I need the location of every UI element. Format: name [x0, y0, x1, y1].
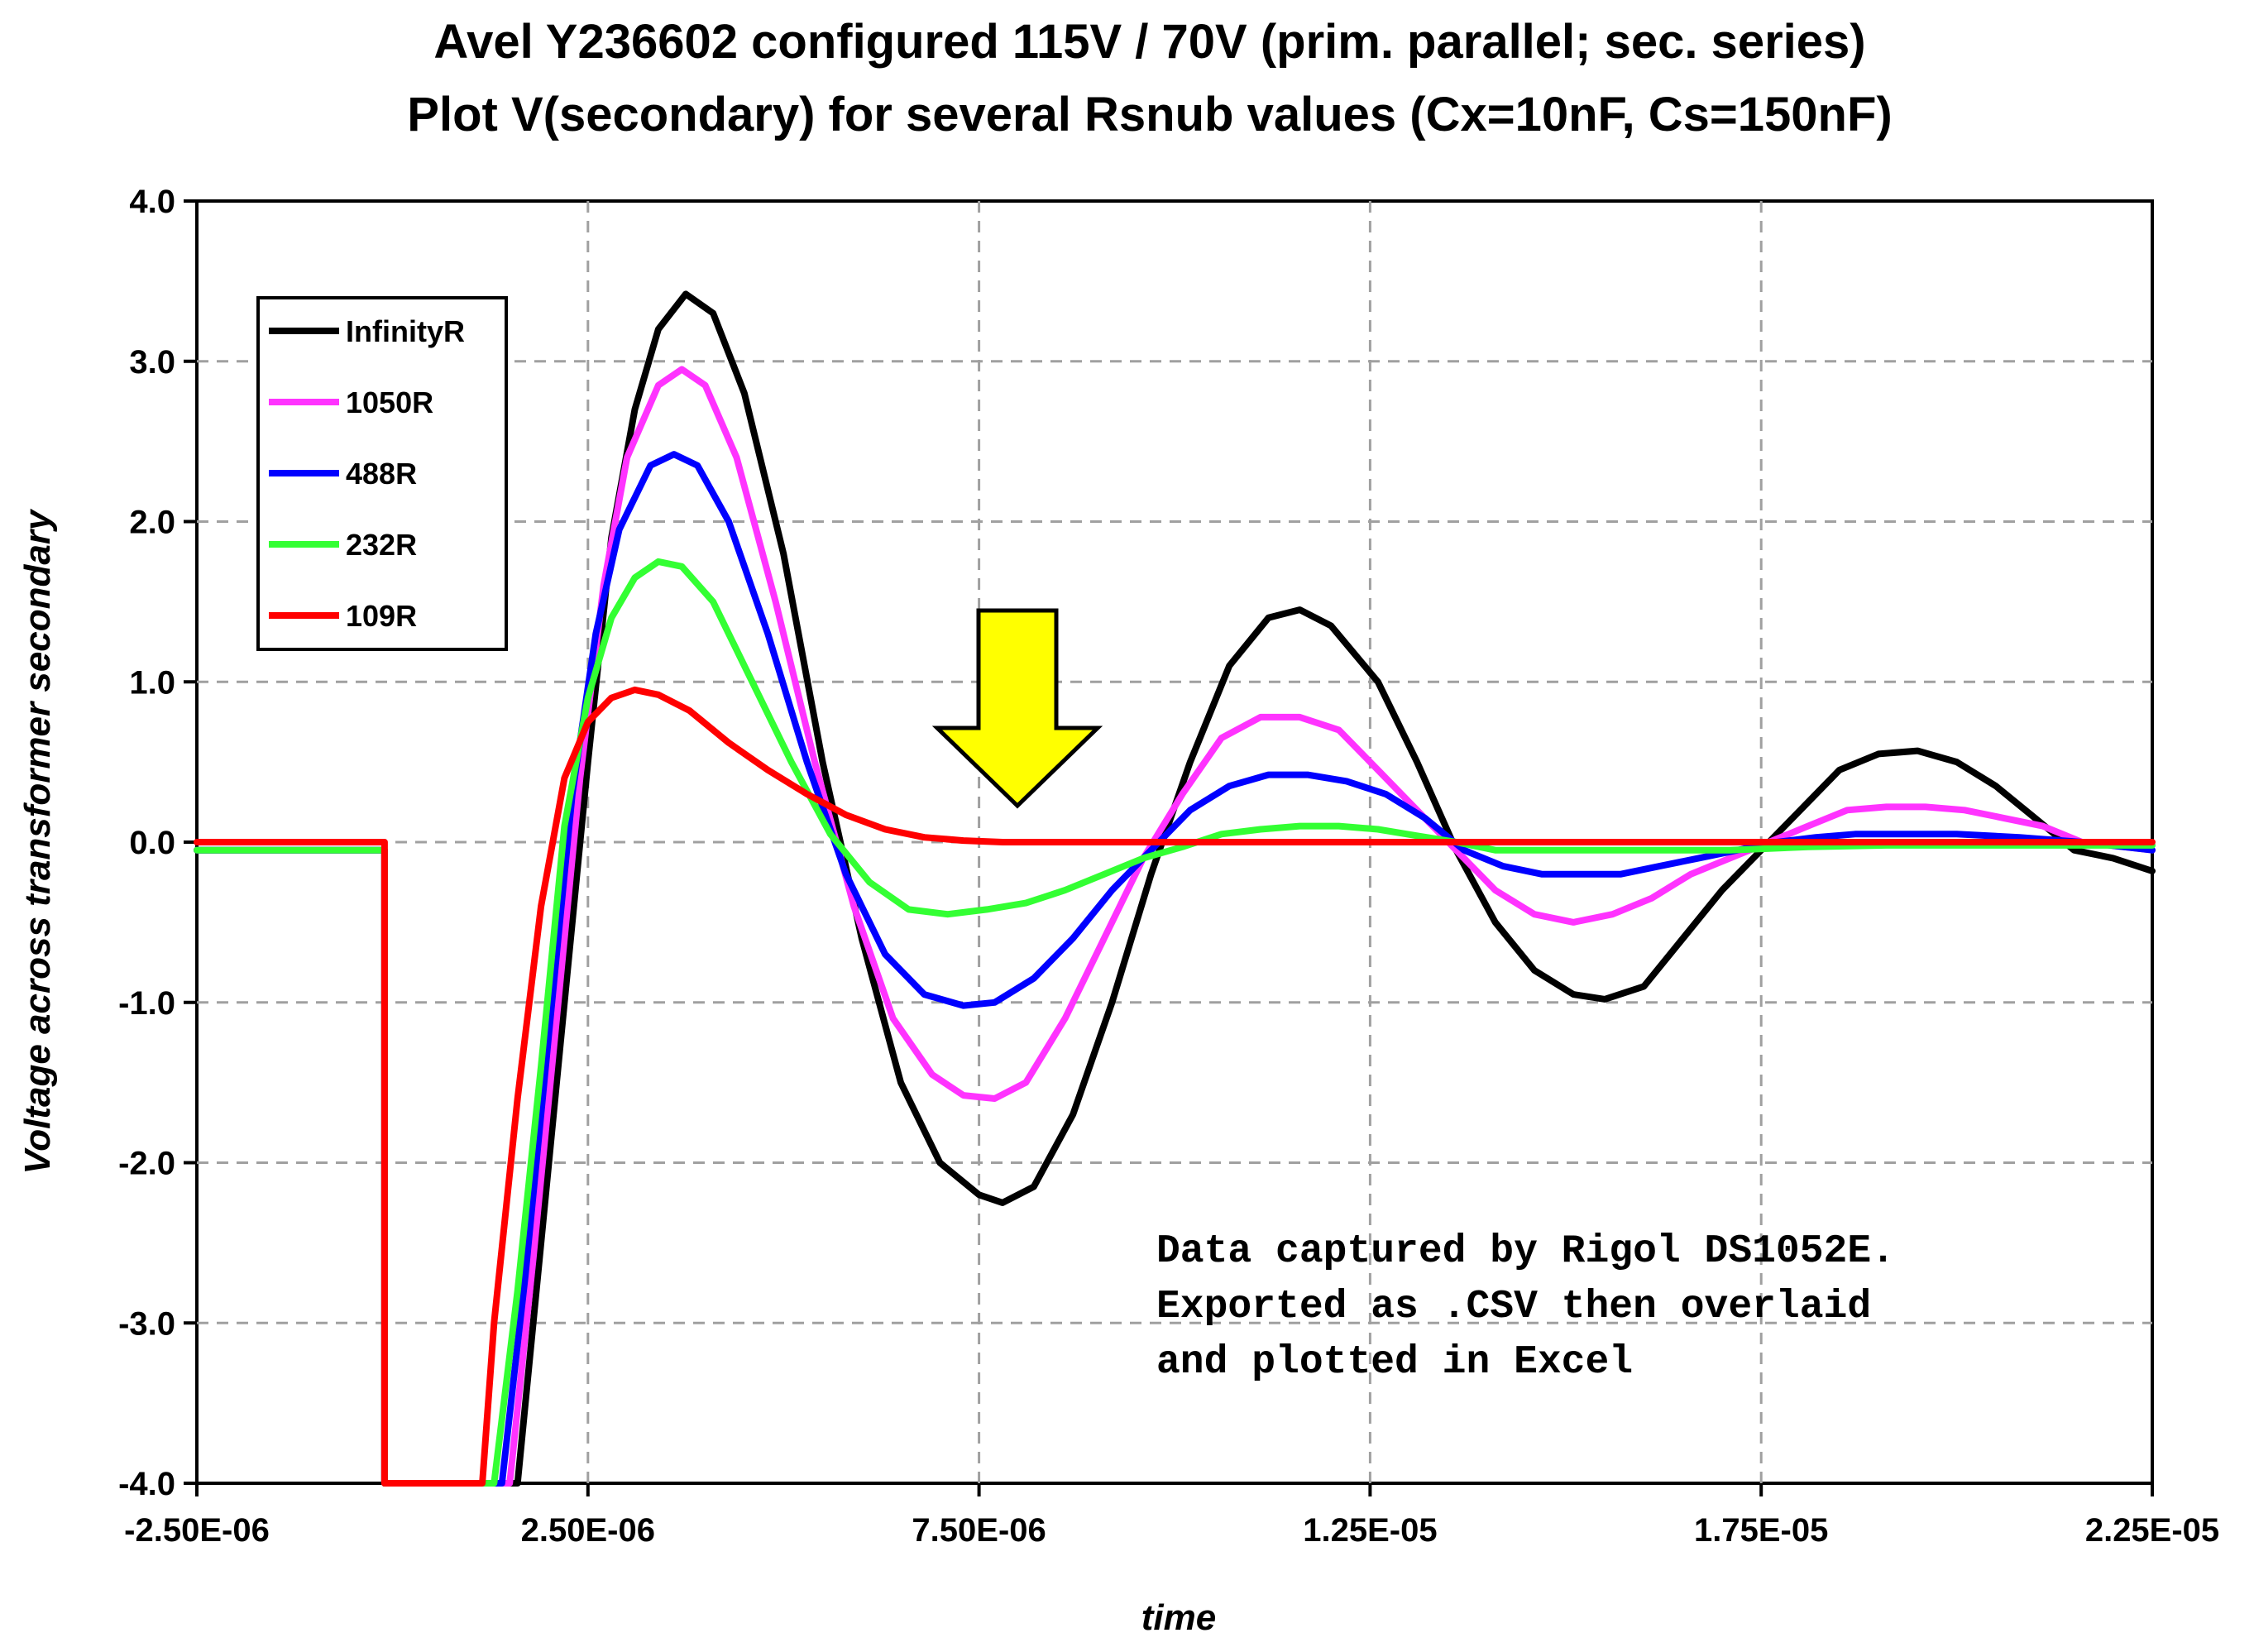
x-tick-label: 2.50E-06 — [521, 1512, 655, 1549]
y-tick-label: 3.0 — [129, 344, 175, 381]
y-tick-label: 4.0 — [129, 184, 175, 220]
y-axis-title: Voltage across transformer secondary — [17, 508, 58, 1174]
x-tick-label: 1.25E-05 — [1303, 1512, 1437, 1549]
legend-label-232r: 232R — [346, 528, 417, 562]
y-tick-label: -1.0 — [118, 985, 175, 1022]
legend-label-488r: 488R — [346, 457, 417, 491]
y-tick-label: -3.0 — [118, 1305, 175, 1342]
chart-subtitle: Plot V(secondary) for several Rsnub valu… — [407, 88, 1892, 141]
x-tick-label: -2.50E-06 — [124, 1512, 270, 1549]
y-tick-label: 1.0 — [129, 664, 175, 701]
note-line-2: Exported as .CSV then overlaid — [1156, 1285, 1871, 1329]
yellow-down-arrow — [931, 608, 1103, 809]
y-tick-label: -2.0 — [118, 1146, 175, 1182]
y-tick-label: -4.0 — [118, 1466, 175, 1502]
chart-title: Avel Y236602 configured 115V / 70V (prim… — [433, 15, 1865, 69]
series-line-109r — [194, 686, 2156, 1487]
legend-label-1050r: 1050R — [346, 385, 433, 419]
legend: InfinityR 1050R 488R 232R 109R — [256, 296, 508, 651]
x-tick-label: 1.75E-05 — [1694, 1512, 1828, 1549]
legend-label-109r: 109R — [346, 599, 417, 633]
x-tick-label: 2.25E-05 — [2085, 1512, 2219, 1549]
x-tick-labels: -2.50E-06 2.50E-06 7.50E-06 1.25E-05 1.75E-0… — [124, 1512, 2219, 1549]
y-tick-label: 2.0 — [129, 505, 175, 541]
y-tick-labels: 4.0 3.0 2.0 1.0 0.0 -1.0 -2.0 -3.0 -4.0 — [118, 184, 175, 1502]
note-line-3: and plotted in Excel — [1156, 1340, 1633, 1385]
series-line-1050r — [194, 366, 2156, 1487]
series-lines — [194, 290, 2156, 1487]
series-line-infinityr — [194, 290, 2156, 1487]
y-tick-label: 0.0 — [129, 825, 175, 861]
note-line-1: Data captured by Rigol DS1052E. — [1156, 1229, 1895, 1274]
x-tick-label: 7.50E-06 — [912, 1512, 1046, 1549]
x-axis-title: time — [1141, 1597, 1216, 1638]
legend-label-infinityr: InfinityR — [346, 314, 465, 348]
